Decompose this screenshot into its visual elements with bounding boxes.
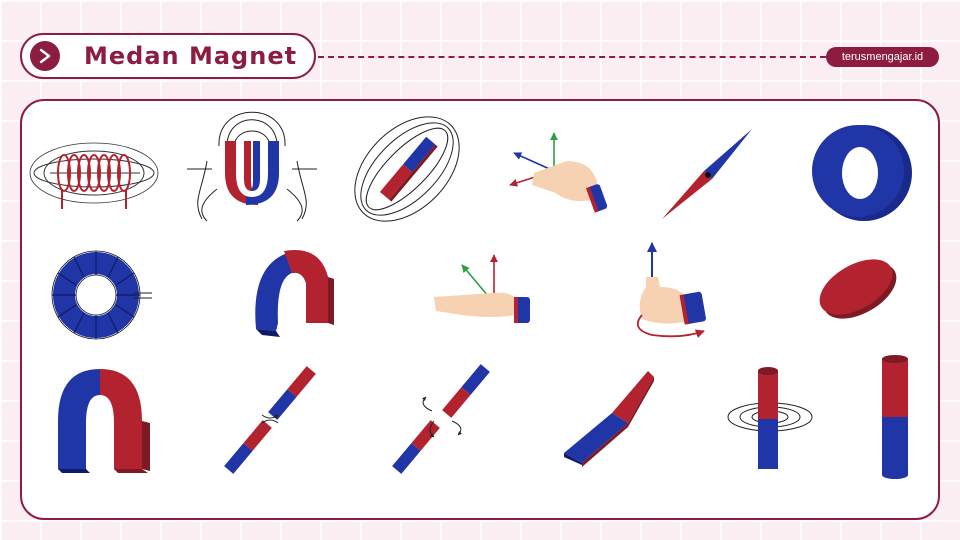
page-title: Medan Magnet [84, 42, 298, 70]
disc-magnet-icon [819, 259, 897, 319]
large-u-magnet-icon [58, 369, 150, 473]
bar-magnet-field-lines-icon [354, 116, 460, 222]
flat-bar-magnet-icon [564, 371, 654, 467]
right-hand-rule-vectors-icon [509, 132, 608, 213]
compass-needle-icon [662, 129, 752, 219]
header-divider [318, 56, 826, 58]
cylinder-field-rings-icon [727, 367, 813, 469]
ring-magnet-icon [812, 125, 912, 221]
repelling-bar-magnets-icon [392, 364, 490, 474]
flat-hand-vectors-icon [434, 254, 530, 323]
chevron-right-icon [30, 41, 60, 71]
thumb-rule-icon [636, 242, 706, 338]
attracting-bar-magnets-icon [224, 366, 316, 474]
solenoid-field-icon [29, 142, 159, 209]
content-panel [20, 99, 940, 520]
toroid-coil-icon [51, 250, 152, 340]
u-magnet-field-lines-icon [187, 111, 317, 222]
horseshoe-magnet-icon [255, 250, 334, 337]
title-pill: Medan Magnet [20, 33, 316, 79]
cylinder-magnet-icon [882, 355, 908, 479]
brand-badge: terusmengajar.id [826, 47, 939, 67]
